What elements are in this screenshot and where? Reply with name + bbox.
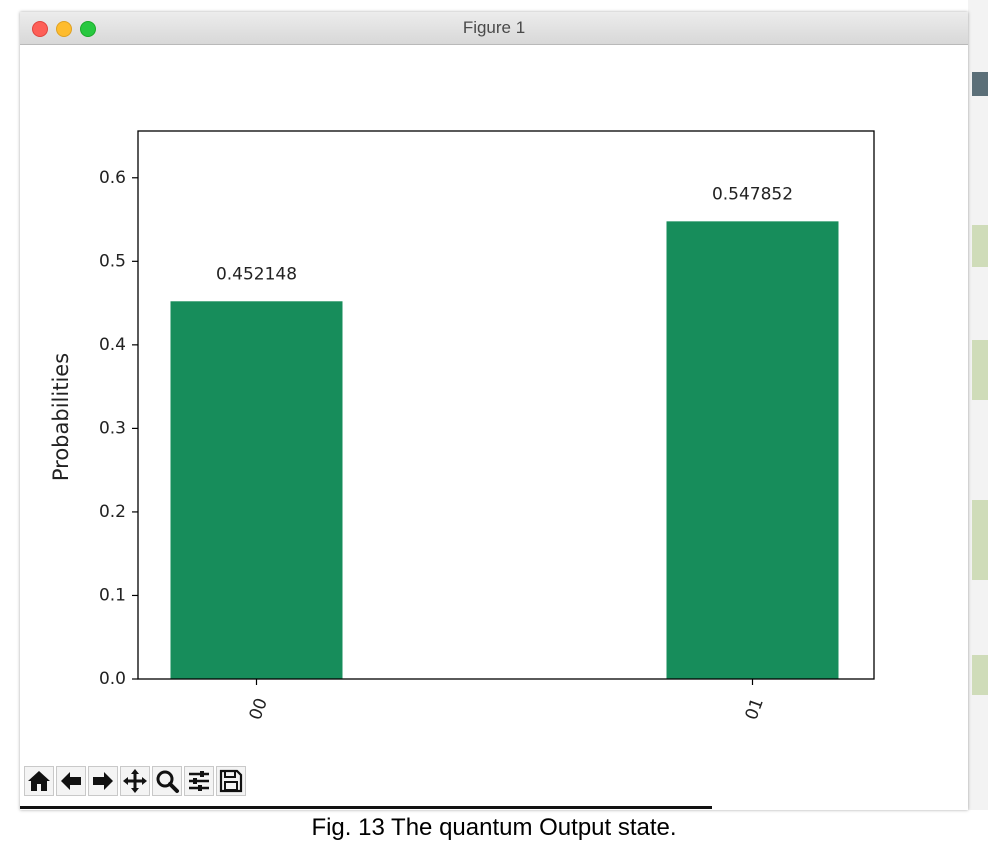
background-window: [968, 0, 988, 810]
pan-button[interactable]: [120, 766, 150, 796]
zoom-icon: [156, 770, 179, 793]
figure-caption: Fig. 13 The quantum Output state.: [311, 814, 677, 841]
bar-chart: 0.452148 00 0.547852 01 0.0 0.1 0.2 0.3 0.4 0.5 0.…: [49, 130, 875, 723]
bar: [666, 221, 839, 679]
home-button[interactable]: [24, 766, 54, 796]
arrow-right-icon: [93, 772, 113, 790]
y-axis-label: Probabilities: [49, 353, 73, 481]
bar-value-label: 0.547852: [712, 184, 793, 204]
x-tick-label: 01: [742, 696, 768, 723]
minimize-button[interactable]: [56, 21, 72, 37]
y-tick-label: 0.1: [99, 585, 126, 605]
background-strip: [972, 72, 988, 96]
home-icon: [28, 771, 50, 791]
y-tick-label: 0.0: [99, 669, 126, 689]
forward-button[interactable]: [88, 766, 118, 796]
divider: [20, 806, 712, 809]
subplots-button[interactable]: [184, 766, 214, 796]
save-icon: [219, 769, 243, 793]
save-button[interactable]: [216, 766, 246, 796]
title-bar[interactable]: Figure 1: [20, 12, 968, 45]
zoom-button[interactable]: [152, 766, 182, 796]
axes-frame: [137, 130, 875, 680]
window-title: Figure 1: [462, 18, 526, 37]
background-strip: [972, 655, 988, 695]
move-icon: [123, 769, 147, 793]
y-tick-label: 0.3: [99, 418, 126, 438]
arrow-left-icon: [61, 772, 81, 790]
close-button[interactable]: [32, 21, 48, 37]
y-tick-label: 0.4: [99, 335, 126, 355]
y-tick-label: 0.5: [99, 251, 126, 271]
bar: [170, 301, 343, 679]
background-strip: [972, 500, 988, 580]
bar-value-label: 0.452148: [216, 264, 297, 284]
y-tick-label: 0.2: [99, 502, 126, 522]
sliders-icon: [189, 771, 209, 791]
figure-window: Figure 1 0.452148 00 0.547852 01 0.0 0.1 0.2 0.…: [20, 12, 968, 810]
back-button[interactable]: [56, 766, 86, 796]
background-strip: [972, 225, 988, 267]
zoom-window-button[interactable]: [80, 21, 96, 37]
y-tick-label: 0.6: [99, 168, 126, 188]
background-strip: [972, 340, 988, 400]
x-tick-label: 00: [246, 696, 272, 723]
